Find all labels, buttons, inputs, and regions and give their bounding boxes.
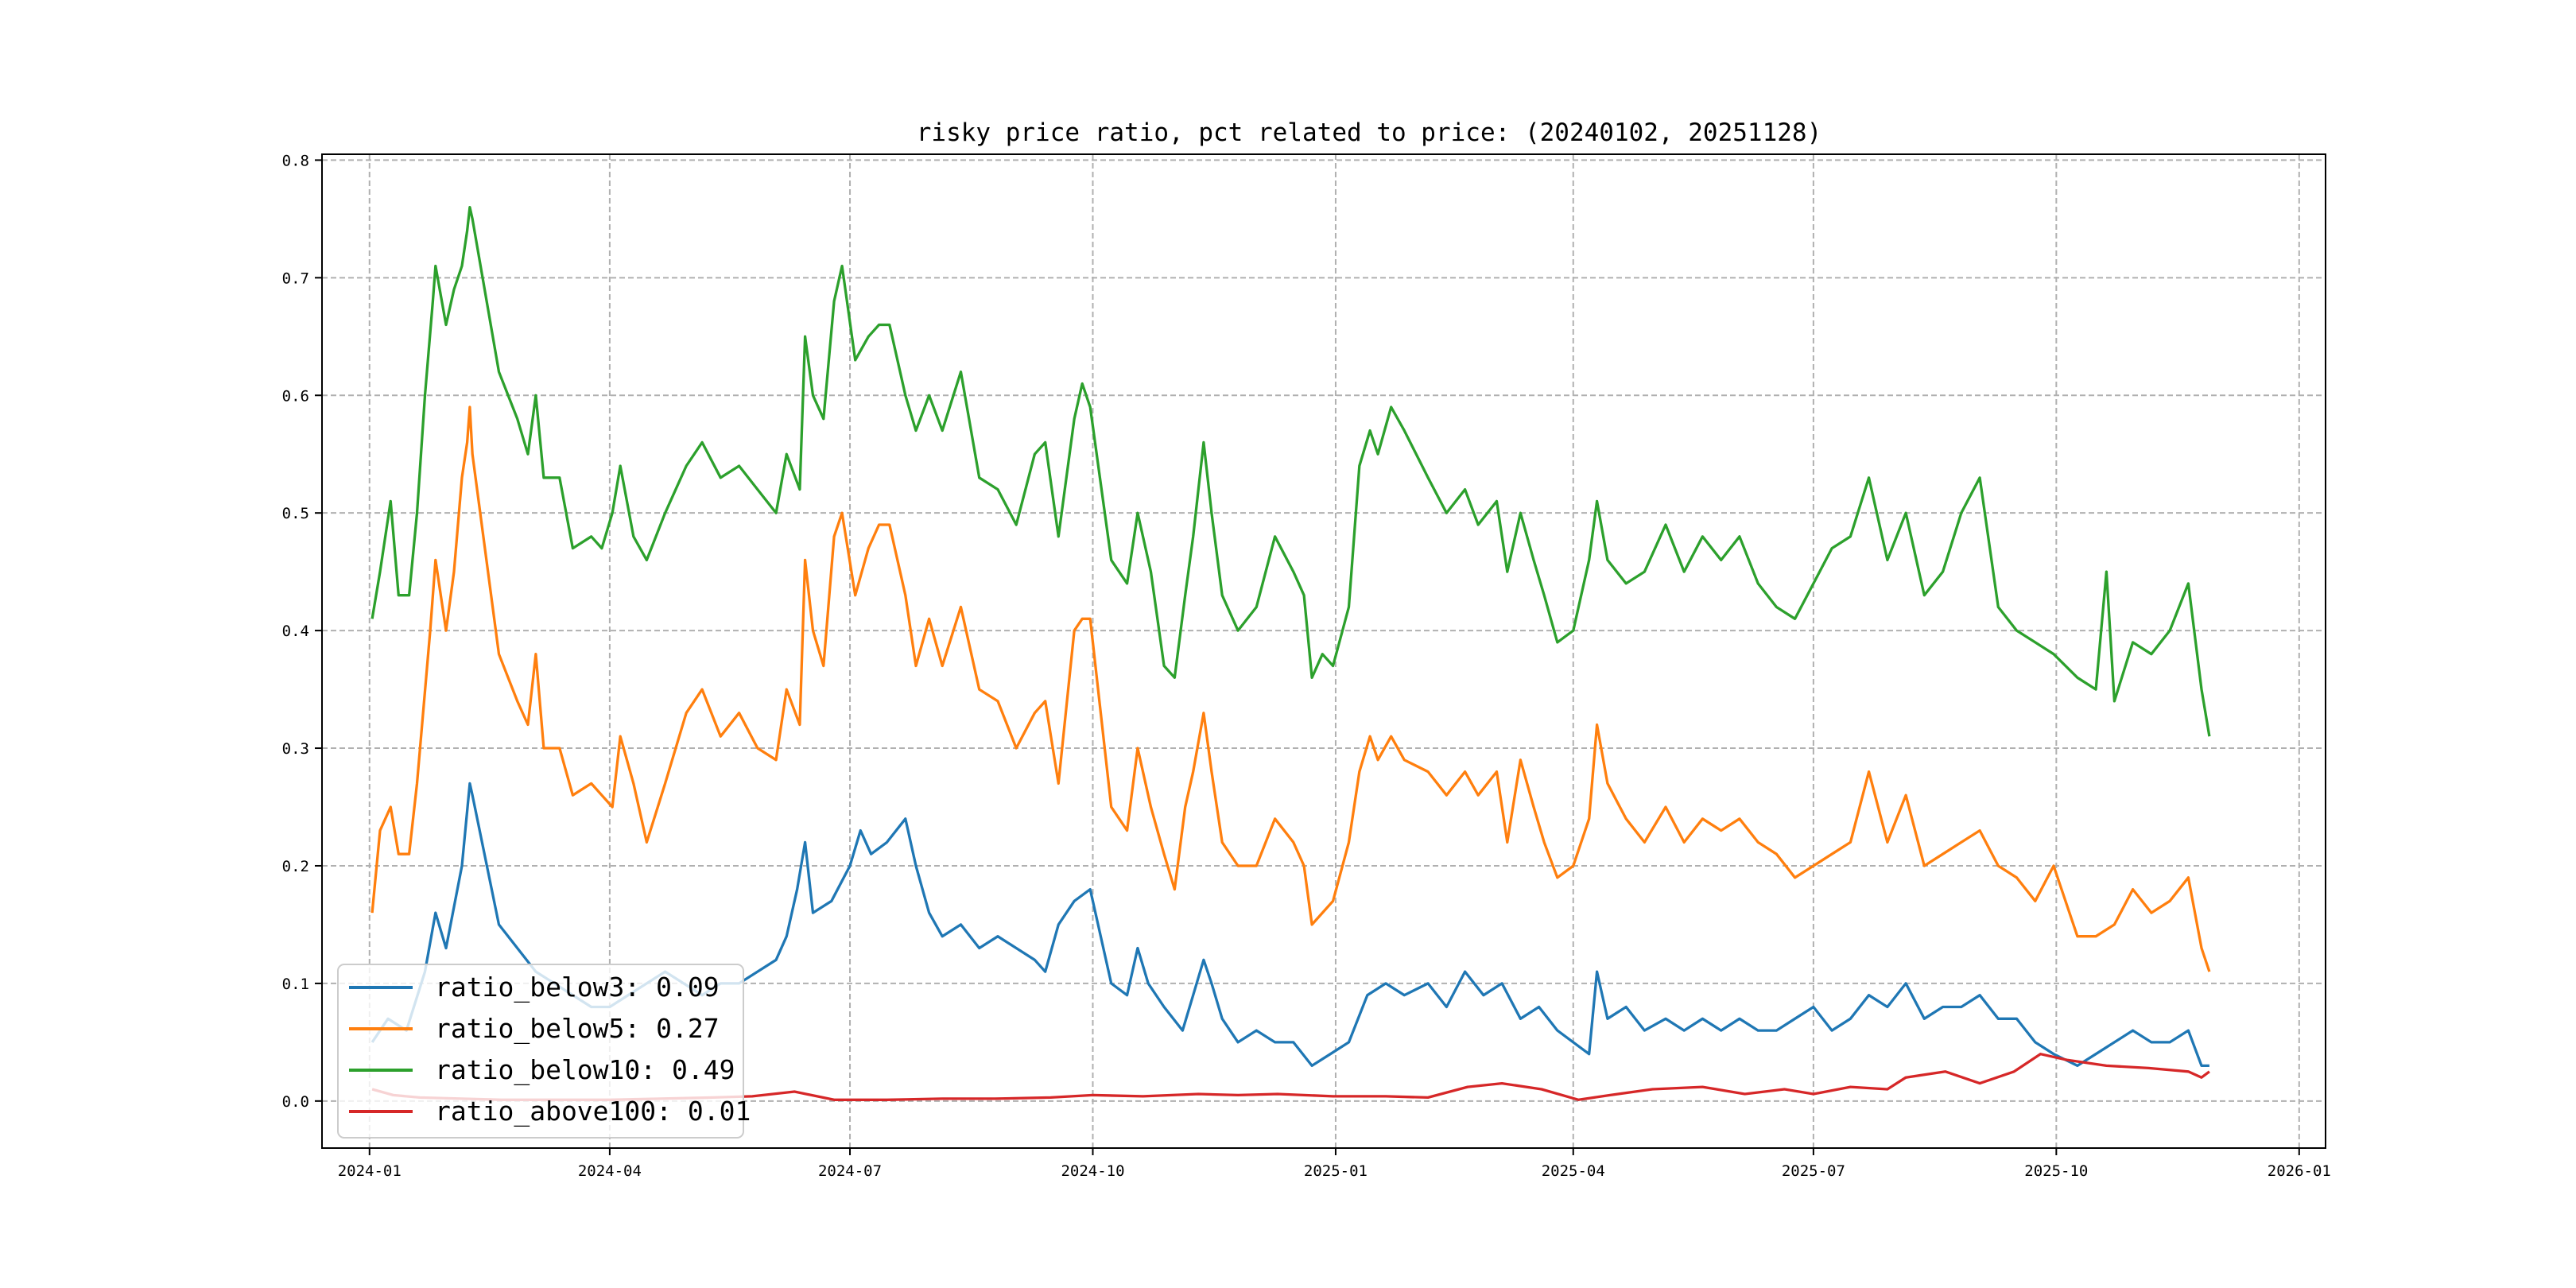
y-tick-label: 0.6	[282, 387, 309, 405]
x-tick-label: 2024-01	[338, 1162, 402, 1180]
legend: ratio_below3: 0.09 ratio_below5: 0.27 rati…	[337, 964, 751, 1139]
axes-frame	[321, 153, 2326, 1149]
legend-label-ratio-below10: ratio_below10: 0.49	[435, 1054, 735, 1086]
x-tick-label: 2026-01	[2268, 1162, 2331, 1180]
x-tick-label: 2025-04	[1542, 1162, 1605, 1180]
legend-label-ratio-below3: ratio_below3: 0.09	[435, 972, 720, 1003]
x-tick-label: 2024-10	[1061, 1162, 1124, 1180]
y-tick-label: 0.3	[282, 740, 309, 758]
y-tick-label: 0.5	[282, 505, 309, 522]
y-tick-label: 0.4	[282, 623, 309, 640]
y-tick-label: 0.1	[282, 976, 309, 993]
x-tick-label: 2024-04	[578, 1162, 642, 1180]
y-tick-label: 0.8	[282, 152, 309, 169]
x-tick-label: 2025-01	[1304, 1162, 1368, 1180]
legend-label-ratio-below5: ratio_below5: 0.27	[435, 1013, 720, 1045]
legend-box	[337, 964, 744, 1139]
chart-title: risky price ratio, pct related to price:…	[917, 118, 1821, 147]
legend-label-ratio-above100: ratio_above100: 0.01	[435, 1096, 751, 1127]
series-line-ratio-below10	[370, 205, 2211, 737]
x-tick-label: 2025-10	[2024, 1162, 2088, 1180]
y-axis: 0.0 0.1 0.2 0.3 0.4 0.5 0.6 0.7 0.8	[282, 152, 322, 1111]
x-tick-label: 2025-07	[1782, 1162, 1845, 1180]
x-tick-label: 2024-07	[818, 1162, 882, 1180]
y-tick-label: 0.0	[282, 1093, 309, 1111]
series-line-ratio-below5	[370, 405, 2211, 972]
y-tick-label: 0.2	[282, 858, 309, 875]
y-tick-label: 0.7	[282, 270, 309, 287]
x-axis: 2024-01 2024-04 2024-07 2024-10 2025-01 2025-…	[338, 1148, 2331, 1180]
